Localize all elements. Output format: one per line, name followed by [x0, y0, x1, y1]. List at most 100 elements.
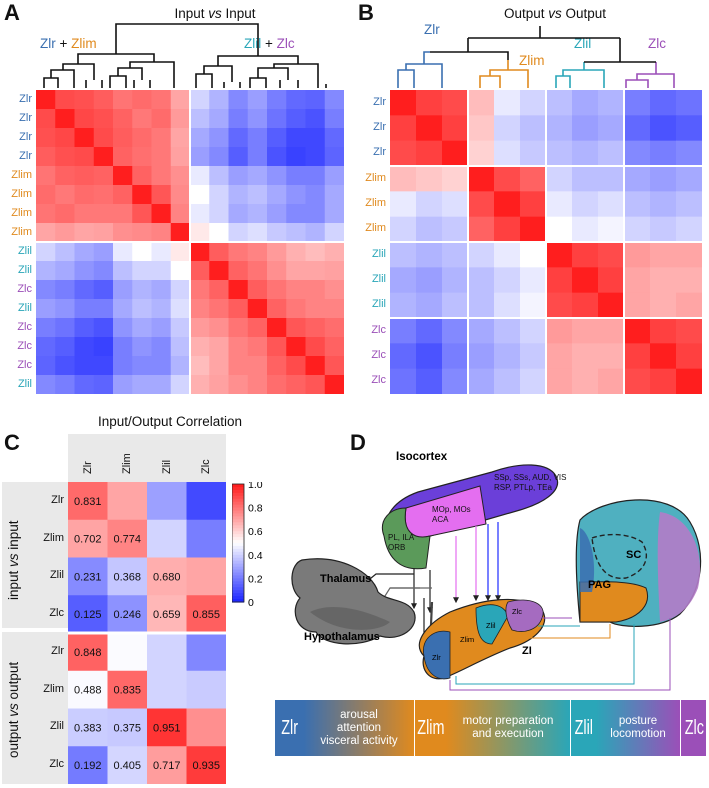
heatmap-a-cell — [151, 204, 172, 224]
heatmap-a-cell — [267, 166, 287, 186]
correlation-cell — [186, 557, 226, 596]
heatmap-a-cell — [228, 147, 249, 167]
heatmap-a-cell — [209, 261, 229, 281]
heatmap-b-cell — [676, 292, 702, 319]
heatmap-a-cell — [267, 204, 287, 224]
heatmap-a-cell — [151, 128, 172, 148]
heatmap-b-cell — [650, 90, 677, 116]
heatmap-a-cell — [151, 223, 172, 243]
correlation-cell — [68, 746, 108, 784]
correlation-value: 0.192 — [74, 760, 102, 772]
heatmap-a-cell — [286, 375, 306, 394]
heatmap-a-cell — [209, 147, 229, 167]
row-label: Zlim — [365, 197, 386, 209]
colorbar-segment — [232, 572, 244, 577]
heatmap-a-cell — [170, 337, 191, 357]
colorbar-segment — [232, 554, 244, 559]
heatmap-a-cell — [305, 356, 326, 376]
heatmap-a-cell — [113, 166, 133, 186]
correlation-cell — [186, 746, 226, 784]
heatmap-b-cell — [546, 267, 573, 294]
heatmap-a-cell — [36, 128, 56, 148]
heatmap-a-cell — [132, 356, 152, 376]
heatmap-a-cell — [55, 147, 75, 167]
heatmap-a-cell — [286, 261, 306, 281]
heatmap-a-cell — [151, 280, 172, 300]
heatmap-a-cell — [209, 204, 229, 224]
heatmap-a-cell — [228, 185, 249, 205]
colorbar-tick: 0.4 — [248, 550, 263, 562]
correlation-value: 0.702 — [74, 534, 102, 546]
heatmap-b-cell — [624, 166, 651, 192]
heatmap-a-cell — [190, 375, 210, 394]
heatmap-a-cell — [36, 375, 56, 394]
colorbar-segment — [232, 498, 244, 503]
heatmap-b-cell — [442, 368, 469, 394]
row-label: Zlr — [373, 121, 386, 133]
heatmap-a-cell — [324, 90, 344, 110]
correlation-cell — [147, 482, 187, 521]
heatmap-a-cell — [74, 280, 95, 300]
heatmap-a-cell — [324, 147, 344, 167]
heatmap-b-cell — [416, 292, 443, 319]
heatmap-a-cell — [286, 223, 306, 243]
colorbar-frame — [232, 483, 245, 603]
heatmap-a-cell — [286, 204, 306, 224]
heatmap-a-cell — [132, 147, 152, 167]
zlc-subregion — [505, 599, 544, 632]
row-label: Zlr — [373, 146, 386, 159]
heatmap-b-cell — [520, 191, 547, 218]
function-band: Zlr arousal attention visceral activity Zlim… — [274, 700, 706, 756]
panel-c-section-input-bg — [2, 482, 68, 628]
heatmap-a-cell — [247, 109, 268, 129]
heatmap-a-cell — [151, 375, 172, 394]
heatmap-a-cell — [113, 337, 133, 357]
heatmap-a-cell — [228, 109, 249, 129]
group-label-zlc: Zlc — [276, 36, 295, 51]
group-label-zlim: Zlim — [71, 36, 97, 51]
pag-medial-shade — [580, 528, 595, 592]
heatmap-a-cell — [74, 128, 95, 148]
heatmap-a-cell — [55, 280, 75, 300]
row-label: Zlil — [371, 273, 386, 285]
heatmap-b-cell — [676, 166, 702, 192]
heatmap-a-cell — [247, 318, 268, 338]
heatmap-a-cell — [55, 128, 75, 148]
heatmap-b-cell — [624, 242, 651, 268]
column-label: Zlim — [121, 453, 134, 474]
panel-b-title-vs: vs — [548, 6, 562, 21]
heatmap-a-cell — [151, 242, 172, 262]
zlil-subregion — [475, 604, 509, 645]
row-label: Zlc — [371, 323, 386, 336]
heatmap-a-cell — [324, 166, 344, 186]
correlation-cell — [186, 708, 226, 747]
heatmap-a-cell — [247, 337, 268, 357]
heatmap-a-cell — [267, 318, 287, 338]
heatmap-b-cell — [390, 216, 417, 243]
heatmap-b-cell — [650, 343, 677, 370]
correlation-value: 0.835 — [113, 685, 141, 697]
correlation-value: 0.935 — [192, 760, 220, 772]
heatmap-a-cell — [151, 185, 172, 205]
colorbar-segment — [232, 489, 244, 494]
heatmap-b-cell — [572, 191, 599, 218]
heatmap-b-cell — [468, 115, 495, 142]
heatmap-a-cell — [209, 280, 229, 300]
zi-sub-zlim: Zlim — [460, 635, 474, 644]
colorbar-segment — [232, 534, 244, 538]
pag-label: PAG — [588, 579, 611, 591]
row-label: Zlr — [19, 149, 32, 162]
heatmap-b-cell — [416, 115, 443, 142]
heatmap-a-cell — [228, 166, 249, 186]
heatmap-b-cell — [468, 140, 495, 167]
heatmap-b-cell — [390, 318, 417, 344]
heatmap-b-cell — [598, 191, 625, 218]
colorbar-segment — [232, 492, 244, 497]
heatmap-b-cell — [468, 90, 495, 116]
heatmap-b-cell — [390, 368, 417, 394]
panel-a-title: Input vs Input — [100, 6, 330, 21]
heatmap-a-cell — [190, 109, 210, 129]
heatmap-b-cell — [572, 242, 599, 268]
heatmap-a-cell — [170, 166, 191, 186]
colorbar-tick: 0.8 — [248, 503, 263, 515]
